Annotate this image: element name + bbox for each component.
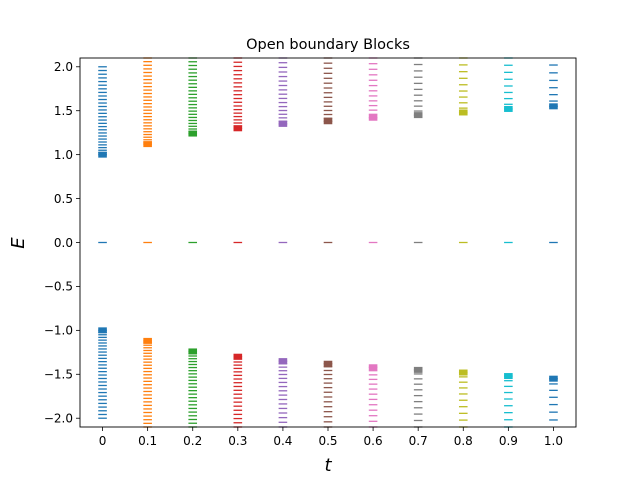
band-edge-cluster	[368, 364, 378, 371]
chart-title: Open boundary Blocks	[246, 37, 410, 53]
x-tick-label: 0	[99, 434, 107, 448]
series-t-0.9	[504, 57, 513, 428]
x-tick-label: 0.5	[318, 434, 337, 448]
series-t-0.8	[458, 57, 468, 428]
series-t-0.2	[188, 57, 198, 428]
series-t-0	[98, 66, 107, 419]
band-edge-cluster	[458, 109, 468, 116]
x-tick-label: 1.0	[544, 434, 563, 448]
plot-markers	[98, 57, 558, 428]
x-tick-label: 0.2	[183, 434, 202, 448]
band-edge-cluster	[143, 337, 152, 344]
y-tick-label: 1.5	[54, 104, 73, 118]
band-edge-cluster	[323, 118, 333, 125]
band-edge-cluster	[233, 353, 243, 360]
series-t-0.7	[413, 57, 423, 428]
band-edge-cluster	[233, 125, 243, 132]
band-edge-cluster	[188, 130, 198, 137]
y-tick-label: 2.0	[54, 60, 73, 74]
x-tick-label: 0.6	[364, 434, 383, 448]
series-t-1	[549, 64, 558, 421]
y-tick-label: 0.0	[54, 236, 73, 250]
band-edge-cluster	[143, 141, 152, 148]
band-edge-cluster	[368, 114, 378, 121]
band-edge-cluster	[278, 358, 288, 365]
y-axis-label: E	[8, 237, 29, 249]
y-axis: −2.0 −1.5 −1.0 −0.5 0.0 0.5 1.0 1.5 2.0	[44, 60, 80, 426]
x-tick-label: 0.7	[409, 434, 428, 448]
band-edge-cluster	[413, 112, 423, 119]
y-tick-label: −1.5	[44, 368, 73, 382]
band-edge-cluster	[98, 151, 107, 158]
band-edge-cluster	[549, 103, 558, 110]
band-edge-cluster	[458, 369, 468, 376]
y-tick-label: −2.0	[44, 412, 73, 426]
x-axis: 0 0.1 0.2 0.3 0.4 0.5 0.6 0.7 0.8 0.9 1.0	[99, 427, 563, 448]
series-t-0.6	[368, 57, 378, 428]
x-tick-label: 0.8	[454, 434, 473, 448]
y-tick-label: −1.0	[44, 324, 73, 338]
band-edge-cluster	[549, 375, 558, 382]
series-t-0.4	[278, 57, 288, 428]
y-tick-label: 1.0	[54, 148, 73, 162]
series-t-0.5	[323, 57, 333, 428]
x-tick-label: 0.9	[499, 434, 518, 448]
y-tick-label: −0.5	[44, 280, 73, 294]
band-edge-cluster	[504, 373, 513, 380]
band-edge-cluster	[413, 366, 423, 373]
x-tick-label: 0.1	[138, 434, 157, 448]
series-t-0.3	[233, 57, 243, 428]
x-axis-label: t	[324, 455, 332, 476]
x-tick-label: 0.3	[228, 434, 247, 448]
band-edge-cluster	[504, 105, 513, 112]
band-edge-cluster	[278, 120, 288, 127]
band-edge-cluster	[188, 348, 198, 355]
x-tick-label: 0.4	[273, 434, 292, 448]
series-t-0.1	[143, 57, 152, 428]
band-edge-cluster	[323, 360, 333, 367]
band-edge-cluster	[98, 327, 107, 334]
y-tick-label: 0.5	[54, 192, 73, 206]
